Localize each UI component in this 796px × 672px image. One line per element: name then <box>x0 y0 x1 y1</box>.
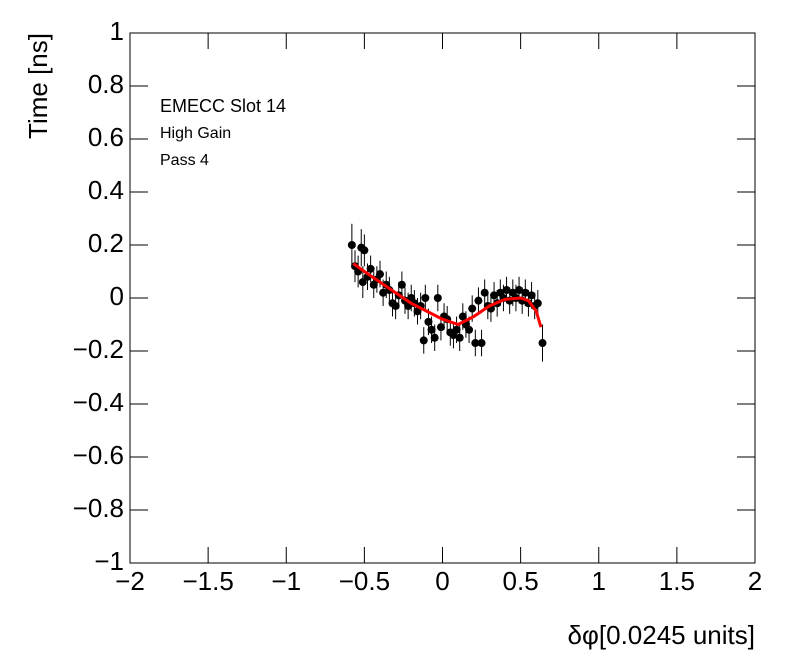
data-point <box>391 301 400 310</box>
x-tick-label: −1 <box>271 566 301 596</box>
data-point <box>538 339 547 348</box>
data-point <box>521 288 530 297</box>
x-tick-label: −0.5 <box>339 566 390 596</box>
data-point <box>419 336 428 345</box>
data-point <box>376 270 384 279</box>
data-point <box>458 312 467 321</box>
y-tick-label: 0.2 <box>88 228 124 258</box>
data-point <box>366 264 375 273</box>
data-point <box>527 291 536 300</box>
data-point <box>360 246 369 255</box>
x-tick-label: −1.5 <box>182 566 233 596</box>
x-axis-label: δφ[0.0245 units] <box>568 620 755 650</box>
data-point <box>452 325 461 334</box>
x-tick-label: 0.5 <box>503 566 539 596</box>
x-tick-label: 2 <box>748 566 762 596</box>
data-point <box>480 288 489 297</box>
y-tick-label: 0.8 <box>88 69 124 99</box>
y-tick-label: −0.6 <box>73 440 124 470</box>
y-tick-label: 0.6 <box>88 122 124 152</box>
data-point <box>358 278 367 287</box>
data-point <box>474 296 483 305</box>
x-tick-label: −2 <box>115 566 145 596</box>
data-point <box>533 299 542 308</box>
y-tick-label: −0.4 <box>73 387 124 417</box>
data-point <box>427 325 436 334</box>
data-point <box>455 333 464 342</box>
data-point <box>490 291 499 300</box>
y-tick-label: −0.8 <box>73 493 124 523</box>
y-axis-label: Time [ns] <box>23 33 53 139</box>
x-tick-label: 1 <box>592 566 606 596</box>
data-point <box>430 333 439 342</box>
y-tick-label: 0.4 <box>88 175 124 205</box>
data-point <box>347 241 356 249</box>
annotation: High Gain <box>160 125 231 142</box>
x-tick-label: 0 <box>435 566 449 596</box>
data-point <box>465 325 474 334</box>
data-point <box>468 304 477 313</box>
y-tick-label: 0 <box>110 281 124 311</box>
data-point <box>515 286 524 295</box>
data-point <box>502 286 511 295</box>
y-tick-label: 1 <box>110 16 124 46</box>
y-tick-label: −0.2 <box>73 334 124 364</box>
data-point <box>477 339 486 348</box>
annotation: EMECC Slot 14 <box>160 96 286 116</box>
data-point <box>471 339 480 348</box>
data-point <box>421 294 430 302</box>
data-point <box>424 317 433 326</box>
x-tick-label: 1.5 <box>659 566 695 596</box>
annotation: Pass 4 <box>160 152 209 169</box>
data-point <box>397 280 406 289</box>
data-point <box>436 323 445 332</box>
data-point <box>379 288 388 297</box>
data-point <box>433 294 442 302</box>
fit-line <box>352 262 543 328</box>
y-tick-label: −1 <box>94 546 124 576</box>
